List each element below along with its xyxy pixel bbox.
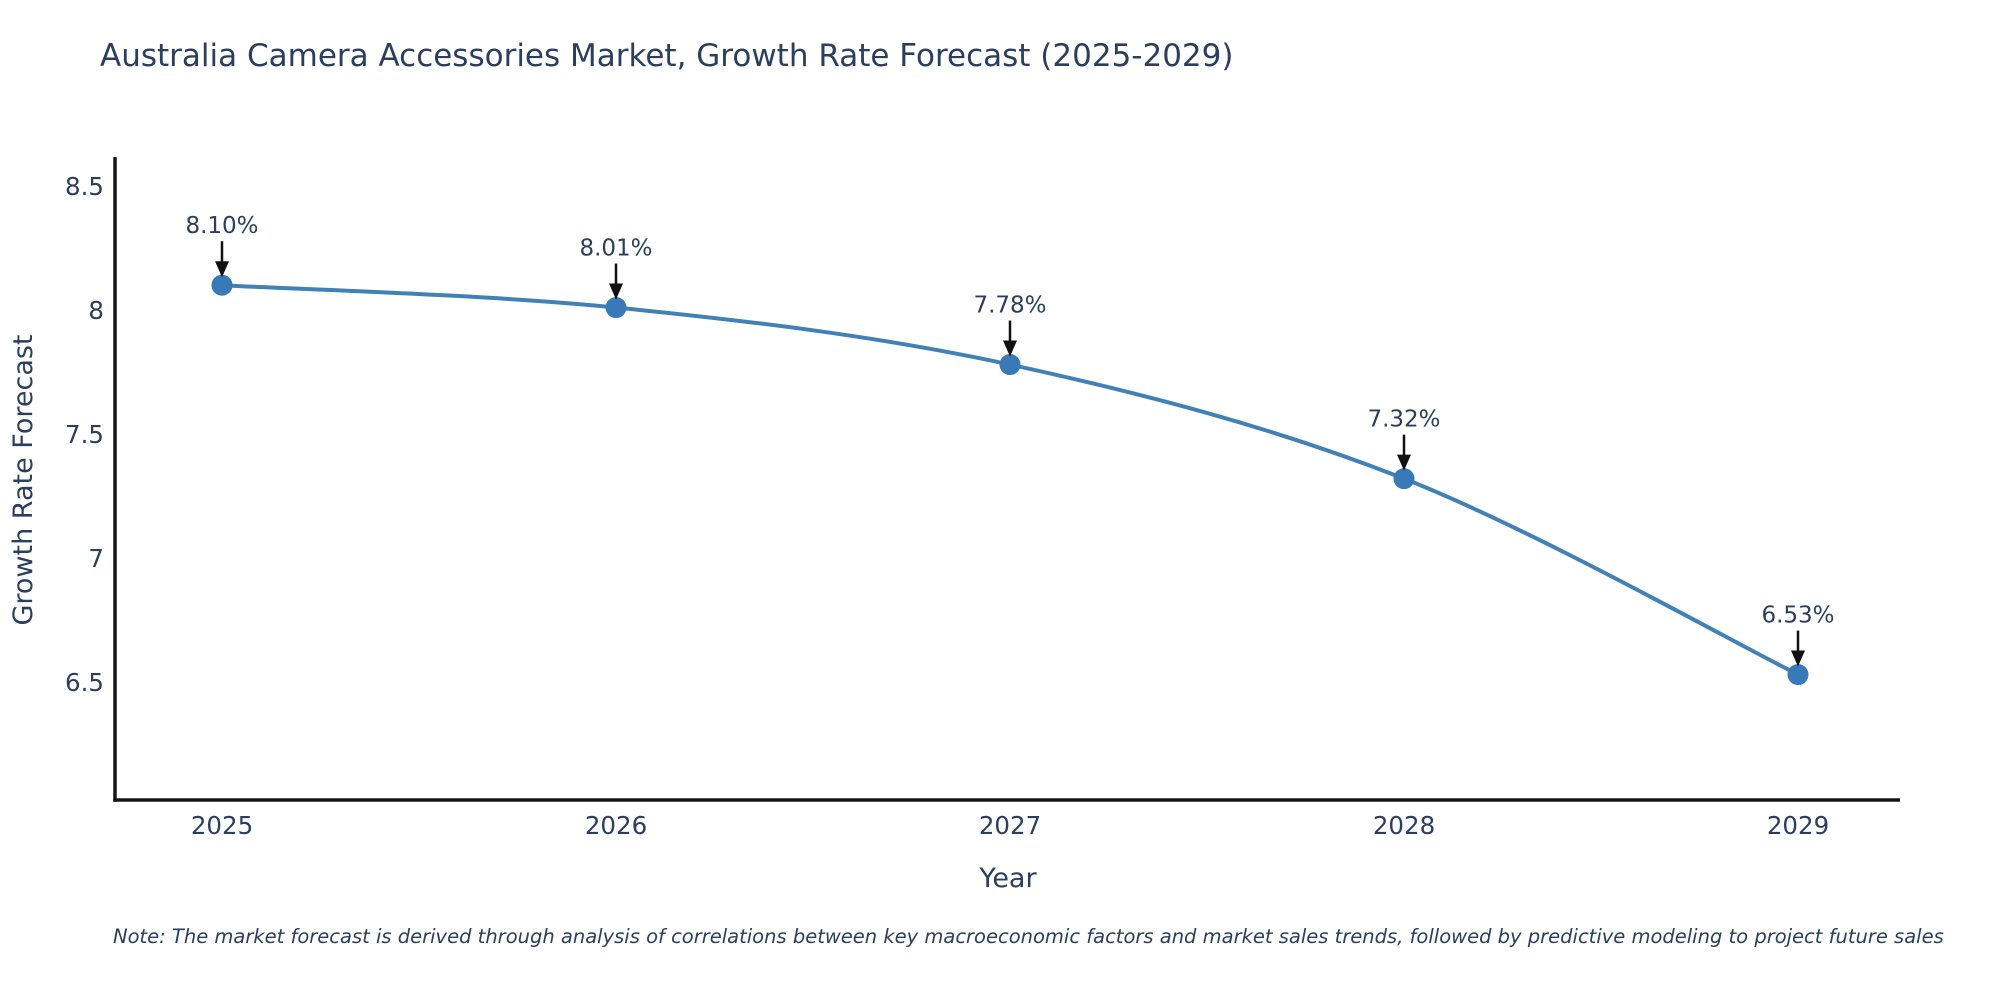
x-axis-title: Year [978, 863, 1037, 894]
data-point-marker [1787, 664, 1809, 686]
x-tick-label: 2026 [585, 811, 647, 840]
x-tick-label: 2028 [1373, 811, 1435, 840]
chart-title: Australia Camera Accessories Market, Gro… [100, 38, 1233, 74]
data-point-marker [999, 354, 1021, 376]
annotation-arrow-head [1003, 340, 1017, 357]
data-point-label: 8.01% [579, 236, 652, 262]
y-tick-labels: 8.5 8 7.5 7 6.5 [65, 172, 104, 697]
annotation-arrow-head [215, 261, 229, 278]
x-tick-label: 2027 [979, 811, 1041, 840]
data-point-marker [605, 297, 627, 319]
y-tick-label: 6.5 [65, 668, 104, 697]
y-tick-label: 7.5 [65, 420, 104, 449]
annotation-arrow-head [1791, 650, 1805, 667]
x-tick-label: 2025 [191, 811, 253, 840]
y-tick-label: 8.5 [65, 172, 104, 201]
y-axis-title: Growth Rate Forecast [8, 334, 39, 625]
data-point-marker [211, 274, 233, 296]
x-tick-label: 2029 [1767, 811, 1829, 840]
data-point-label: 7.32% [1367, 407, 1440, 433]
annotation-arrow-head [609, 283, 623, 300]
annotation-arrow-head [1397, 454, 1411, 471]
y-tick-label: 8 [88, 296, 104, 325]
data-point-label: 6.53% [1761, 603, 1834, 629]
data-point-marker [1393, 468, 1415, 490]
data-point-annotations: 8.10% 8.01% 7.78% 7.32% 6.53% [185, 213, 1835, 667]
chart-footnote: Note: The market forecast is derived thr… [113, 925, 1944, 948]
y-tick-label: 7 [88, 544, 104, 573]
data-point-markers [211, 274, 1809, 686]
data-point-label: 8.10% [185, 213, 258, 239]
data-point-label: 7.78% [973, 293, 1046, 319]
x-tick-labels: 2025 2026 2027 2028 2029 [191, 811, 1829, 840]
